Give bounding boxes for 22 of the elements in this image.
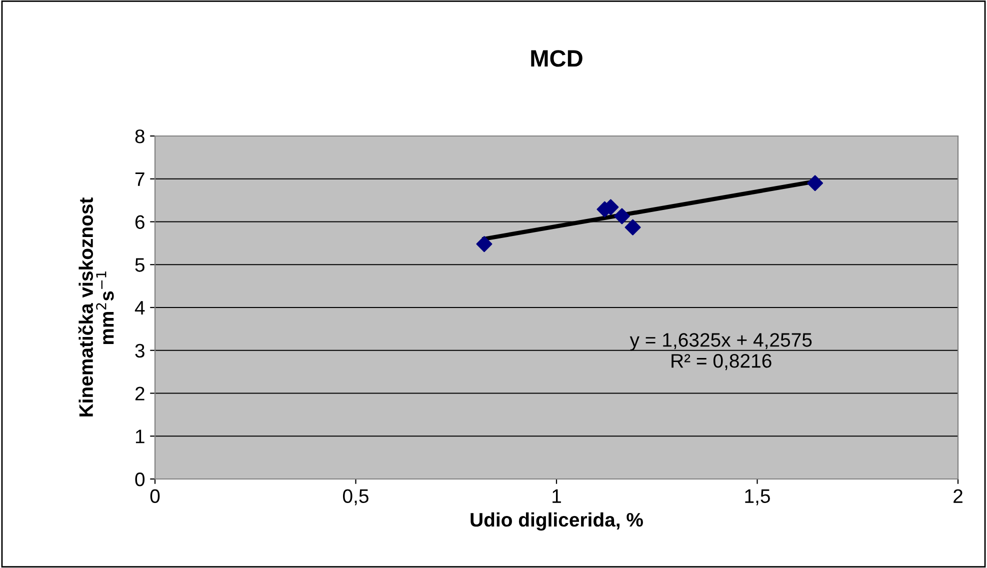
point [807, 175, 824, 192]
x-tick-label: 1 [552, 489, 561, 503]
point [614, 208, 630, 224]
annotation: y = 1,6325x + 4,2575 R² = 0,8216 [630, 333, 812, 370]
y-tick-label: 7 [135, 172, 144, 186]
y-tick-label: 2 [135, 386, 144, 400]
x-tick-label: 1,5 [745, 489, 770, 506]
y-tick-label: 0 [135, 472, 145, 486]
x-tick-label: 0 [150, 489, 160, 504]
chart-title: MCD [531, 50, 582, 67]
x-tick-label: 0,5 [342, 489, 368, 506]
y-tick-label: 6 [135, 215, 144, 229]
x-tick-label: 2 [954, 489, 962, 503]
y-axis-title: Kinematička viskoznost mm$^{2}$s$^{−1}$ [78, 198, 114, 416]
y-tick-label: 5 [135, 258, 144, 272]
point [476, 236, 492, 252]
y-tick-label: 4 [134, 301, 145, 315]
x-axis-title: Udio diglicerida, % [470, 512, 643, 531]
point [624, 219, 641, 236]
y-tick-label: 1 [136, 430, 144, 444]
y-tick-label: 3 [135, 344, 144, 358]
y-tick-label: 8 [135, 129, 144, 144]
